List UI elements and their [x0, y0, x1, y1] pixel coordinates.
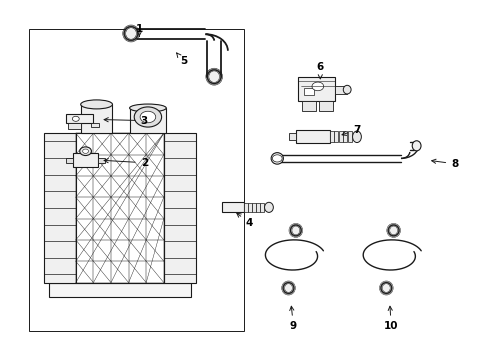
Bar — [29, 29, 244, 331]
Ellipse shape — [411, 141, 420, 151]
Text: 8: 8 — [431, 159, 457, 169]
Bar — [256, 203, 259, 212]
Text: 10: 10 — [383, 306, 398, 331]
Bar — [66, 158, 73, 163]
Bar — [347, 131, 351, 142]
Circle shape — [134, 107, 161, 127]
Ellipse shape — [352, 131, 361, 143]
Bar — [222, 202, 244, 212]
Text: 3: 3 — [104, 116, 147, 126]
Bar — [260, 203, 263, 212]
Text: 5: 5 — [176, 53, 186, 66]
Bar — [295, 130, 329, 143]
Ellipse shape — [81, 100, 112, 109]
Bar — [244, 203, 247, 212]
Ellipse shape — [290, 225, 301, 236]
Bar — [129, 108, 166, 133]
Bar — [91, 123, 99, 127]
Circle shape — [311, 82, 323, 91]
Bar — [304, 88, 313, 95]
Bar — [338, 131, 342, 142]
Bar — [68, 123, 81, 129]
Bar — [163, 133, 195, 283]
Bar — [301, 101, 316, 111]
Bar — [334, 131, 338, 142]
Text: 6: 6 — [316, 62, 323, 79]
Bar — [73, 116, 85, 122]
Ellipse shape — [270, 153, 283, 164]
Text: 7: 7 — [341, 125, 360, 135]
Text: 4: 4 — [236, 213, 253, 228]
Bar — [81, 104, 112, 133]
Circle shape — [80, 147, 91, 156]
Ellipse shape — [264, 202, 273, 212]
Bar — [319, 101, 332, 111]
Circle shape — [72, 116, 79, 121]
Ellipse shape — [207, 70, 221, 84]
Text: 9: 9 — [289, 306, 296, 331]
Bar — [73, 153, 98, 167]
Bar — [252, 203, 255, 212]
Ellipse shape — [387, 225, 398, 236]
Bar — [44, 133, 76, 283]
Ellipse shape — [380, 283, 391, 293]
Bar — [76, 133, 163, 283]
Bar — [329, 131, 333, 142]
Bar — [66, 114, 93, 123]
Ellipse shape — [283, 283, 293, 293]
Bar — [298, 77, 334, 101]
Ellipse shape — [124, 27, 138, 40]
Circle shape — [140, 111, 155, 123]
Bar — [98, 158, 105, 163]
Bar — [49, 283, 190, 297]
Text: 1: 1 — [136, 24, 142, 37]
Circle shape — [82, 149, 88, 153]
Circle shape — [272, 155, 282, 162]
Bar — [288, 133, 296, 140]
Bar — [334, 86, 346, 94]
Text: 2: 2 — [104, 158, 147, 168]
Ellipse shape — [67, 115, 75, 123]
Ellipse shape — [343, 85, 350, 94]
Ellipse shape — [129, 104, 166, 112]
Bar — [248, 203, 251, 212]
Bar — [343, 131, 346, 142]
